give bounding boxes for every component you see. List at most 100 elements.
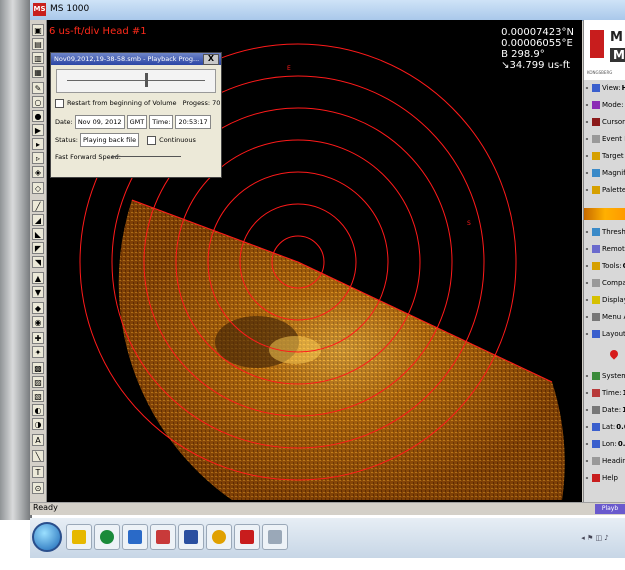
panel-item[interactable]: - Lon:0.00000000 [584, 436, 625, 452]
gmt-label: GMT [126, 115, 148, 129]
start-button[interactable] [32, 522, 62, 552]
toolbar-button[interactable]: ◇ [32, 182, 44, 194]
collapse-icon[interactable]: - [585, 296, 589, 304]
ff-speed-slider[interactable] [111, 156, 181, 157]
collapse-icon[interactable]: - [585, 101, 589, 109]
collapse-icon[interactable]: - [585, 457, 589, 465]
toolbar-button[interactable]: ◥ [32, 256, 44, 268]
toolbar-button[interactable]: ▹ [32, 152, 44, 164]
playback-slider[interactable] [56, 69, 216, 93]
marker-icon [608, 348, 620, 360]
panel-item[interactable]: -Heading:100.3° [584, 453, 625, 469]
toolbar-button[interactable]: ◢ [32, 214, 44, 226]
collapse-icon[interactable]: - [585, 313, 589, 321]
toolbar-button[interactable]: ▨ [32, 376, 44, 388]
continuous-checkbox[interactable] [147, 135, 157, 145]
panel-item[interactable]: -Palette:Copper [584, 182, 625, 198]
panel-item[interactable]: -Display:User [584, 292, 625, 308]
collapse-icon[interactable]: - [585, 389, 589, 397]
panel-item[interactable]: - Target Marker: [584, 148, 625, 164]
media-icon[interactable] [94, 524, 120, 550]
dialog-title-bar[interactable]: Nov09,2012,19-38-58.smb - Playback Prog.… [51, 53, 221, 65]
panel-item[interactable]: -Mode:Polar [584, 97, 625, 113]
collapse-icon[interactable]: - [585, 474, 589, 482]
progress-value: 70 % [212, 99, 229, 107]
collapse-icon[interactable]: - [585, 152, 589, 160]
panel-item[interactable]: -Cursors:OFF [584, 114, 625, 130]
toolbar-button[interactable]: ◆ [32, 302, 44, 314]
explorer-icon[interactable] [66, 524, 92, 550]
record-icon[interactable]: ● [32, 110, 44, 122]
panel-item[interactable]: - Help [584, 470, 625, 486]
circle-icon[interactable]: ○ [32, 96, 44, 108]
app-icon[interactable] [178, 524, 204, 550]
panel-item-label: Threshold: [602, 228, 625, 236]
panel-item[interactable]: -Layout:Tile Hor [584, 326, 625, 342]
panel-item[interactable]: - Menu Autohide [584, 309, 625, 325]
panel-item[interactable]: - Date:11/13/201 [584, 402, 625, 418]
toolbar-button[interactable]: ✚ [32, 332, 44, 344]
toolbar-button[interactable]: ◤ [32, 242, 44, 254]
panel-item[interactable]: -Magnifier:OFF [584, 165, 625, 181]
toolbar-button[interactable]: ◐ [32, 404, 44, 416]
collapse-icon[interactable]: - [585, 372, 589, 380]
toolbar-button[interactable]: ▼ [32, 286, 44, 298]
panel-item[interactable]: -System:Playba [584, 368, 625, 384]
collapse-icon[interactable]: - [585, 330, 589, 338]
collapse-icon[interactable]: - [585, 118, 589, 126]
toolbar-button[interactable]: ▲ [32, 272, 44, 284]
collapse-icon[interactable]: - [585, 262, 589, 270]
system-tray[interactable]: ◂ ⚑ ◫ ♪ [581, 534, 609, 542]
pencil-icon[interactable]: ✎ [32, 82, 44, 94]
toolbar-button[interactable]: ▥ [32, 52, 44, 64]
line-tool-icon[interactable]: ╲ [32, 450, 44, 462]
restart-checkbox[interactable] [55, 98, 64, 108]
text-tool-icon[interactable]: A [32, 434, 44, 446]
slider-track [67, 80, 205, 81]
chrome-icon[interactable] [206, 524, 232, 550]
sonar-display[interactable]: E S 6 us-ft/div Head #1 0.00007423°N 0.0… [47, 20, 582, 502]
panel-item[interactable]: - Time:11:22:23 [584, 385, 625, 401]
toolbar-button[interactable]: ◣ [32, 228, 44, 240]
collapse-icon[interactable]: - [585, 423, 589, 431]
collapse-icon[interactable]: - [585, 186, 589, 194]
collapse-icon[interactable]: - [585, 245, 589, 253]
collapse-icon[interactable]: - [585, 84, 589, 92]
toolbar-button[interactable]: ▧ [32, 390, 44, 402]
panel-item[interactable]: - Remote Keypad [584, 241, 625, 257]
title-bar[interactable]: MS MS 1000 [30, 0, 625, 21]
toolbar-button[interactable]: ✦ [32, 346, 44, 358]
panel-item[interactable]: -Event Marker:O [584, 131, 625, 147]
panel-item[interactable]: - Tools:OFF [584, 258, 625, 274]
collapse-icon[interactable]: - [585, 169, 589, 177]
toolbar-button[interactable]: ◈ [32, 166, 44, 178]
slider-thumb[interactable] [145, 73, 148, 87]
toolbar-button[interactable]: ▣ [32, 24, 44, 36]
app-icon[interactable] [122, 524, 148, 550]
toolbar-button[interactable]: ◉ [32, 316, 44, 328]
app-icon[interactable] [150, 524, 176, 550]
dialog-close-button[interactable]: X [203, 54, 219, 65]
collapse-icon[interactable]: - [585, 440, 589, 448]
toolbar-button[interactable]: ▸ [32, 138, 44, 150]
panel-item-label: Tools: [602, 262, 622, 270]
collapse-icon[interactable]: - [585, 135, 589, 143]
toolbar-button[interactable]: ▩ [32, 362, 44, 374]
brush-icon[interactable]: ╱ [32, 200, 44, 212]
toolbar-button[interactable]: ◑ [32, 418, 44, 430]
app-icon[interactable] [234, 524, 260, 550]
text-tool-icon[interactable]: T [32, 466, 44, 478]
toolbar-button[interactable]: ▤ [32, 38, 44, 50]
toolbar-button[interactable]: ▦ [32, 66, 44, 78]
toolbar-button[interactable]: ⊙ [32, 482, 44, 494]
collapse-icon[interactable]: - [585, 279, 589, 287]
panel-item-label: Heading: [602, 457, 625, 465]
app-icon[interactable] [262, 524, 288, 550]
panel-item[interactable]: - Compass Rose [584, 275, 625, 291]
collapse-icon[interactable]: - [585, 406, 589, 414]
play-icon[interactable]: ▶ [32, 124, 44, 136]
panel-item[interactable]: - View:Head #1 [584, 80, 625, 96]
panel-item[interactable]: - Lat:0.00000000 [584, 419, 625, 435]
collapse-icon[interactable]: - [585, 228, 589, 236]
panel-item[interactable]: -Threshold:0 [584, 224, 625, 240]
